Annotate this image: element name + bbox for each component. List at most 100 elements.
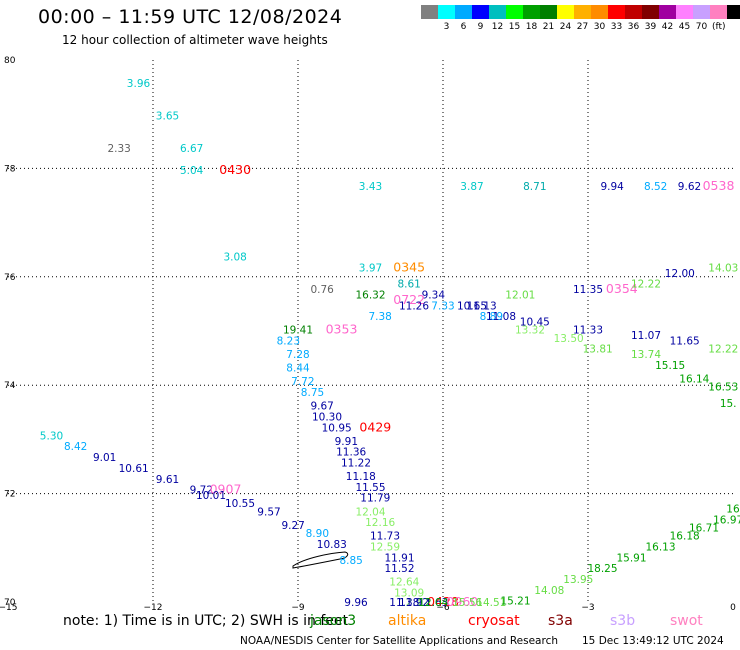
wave-height-label: 12.04 — [418, 597, 448, 609]
wave-height-label: 10.45 — [520, 317, 550, 329]
pass-time-label: 0907 — [210, 482, 242, 497]
wave-height-label: 9.34 — [422, 289, 446, 301]
wave-height-label: 9.91 — [335, 436, 358, 448]
coastline-island — [292, 551, 349, 569]
wave-height-label: 11.08 — [486, 311, 516, 323]
wave-height-label: 8.71 — [523, 181, 546, 193]
wave-height-label: 9.61 — [156, 474, 179, 486]
colorbar-unit: (ft) — [712, 22, 726, 32]
y-tick-label: 72 — [4, 490, 15, 500]
pass-time-label: 0960 — [446, 594, 478, 609]
wave-height-label: 13.74 — [631, 349, 661, 361]
wave-height-label: 9.57 — [257, 506, 280, 518]
wave-height-label: 9.27 — [281, 520, 304, 532]
x-tick-label: −15 — [0, 603, 18, 613]
satellite-legend-swot: swot — [670, 613, 703, 629]
pass-time-label: 0429 — [359, 419, 391, 434]
colorbar-label: 36 — [627, 22, 640, 32]
wave-height-label: 16.18 — [670, 531, 700, 543]
wave-height-label: 12.22 — [708, 344, 738, 356]
colorbar-label: 18 — [525, 22, 538, 32]
x-tick-label: −6 — [436, 603, 450, 613]
y-tick-label: 80 — [4, 56, 16, 66]
wave-height-label: 16.71 — [689, 523, 719, 535]
wave-height-label: 16.97 — [713, 514, 740, 526]
wave-height-label: 11.91 — [384, 552, 414, 564]
pass-time-label: 0345 — [393, 259, 425, 274]
wave-height-label: 16.13 — [645, 542, 675, 554]
colorbar-label: 6 — [460, 22, 467, 32]
wave-height-label: 11.22 — [341, 458, 371, 470]
wave-height-label: 3.08 — [223, 252, 246, 264]
wave-height-label: 15.21 — [500, 596, 530, 608]
colorbar-label: 3 — [443, 22, 450, 32]
wave-height-label: 11.63 — [418, 597, 448, 609]
wave-height-label: 6.67 — [180, 143, 203, 155]
wave-height-label: 12.01 — [505, 289, 535, 301]
wave-height-label: 13.81 — [583, 344, 613, 356]
wave-height-label: 7.38 — [368, 311, 391, 323]
wave-height-label: 3.87 — [460, 181, 483, 193]
wave-height-label: 10.95 — [322, 422, 352, 434]
wave-height-label: 16.7 — [726, 504, 740, 516]
wave-height-label: 9.96 — [344, 597, 368, 609]
map-subtitle: 12 hour collection of altimeter wave hei… — [62, 33, 328, 47]
wave-height-label: 11.65 — [670, 336, 700, 348]
wave-height-label: 16.32 — [355, 289, 385, 301]
wave-height-label: 8.52 — [644, 181, 667, 193]
wave-height-label: 5.30 — [40, 430, 63, 442]
wave-height-label: 0.76 — [310, 284, 334, 296]
wave-height-label: 16.53 — [708, 382, 738, 394]
wave-height-label: 10.30 — [312, 411, 342, 423]
wave-height-label: 9.01 — [93, 452, 116, 464]
wave-height-label: 13.09 — [394, 588, 424, 600]
wave-height-label: 14.03 — [708, 262, 738, 274]
x-tick-label: −9 — [291, 603, 305, 613]
colorbar-label: 30 — [593, 22, 606, 32]
generated-timestamp: 15 Dec 13:49:12 UTC 2024 — [582, 635, 724, 647]
wave-height-label: 19.41 — [283, 325, 313, 337]
satellite-legend-cryosat: cryosat — [468, 613, 520, 629]
y-tick-label: 78 — [4, 164, 16, 174]
x-tick-label: 0 — [730, 603, 736, 613]
wave-height-label: 12.16 — [365, 517, 395, 529]
notes-text: note: 1) Time is in UTC; 2) SWH is in fe… — [63, 613, 349, 629]
wave-height-label: 3.96 — [127, 78, 151, 90]
wave-height-label: 8.23 — [277, 336, 300, 348]
wave-height-label: 12.59 — [370, 542, 400, 554]
x-tick-label: −3 — [581, 603, 594, 613]
map-grid — [8, 60, 733, 602]
wave-height-label: 11.26 — [399, 300, 429, 312]
wave-height-label: 2.33 — [107, 143, 130, 155]
wave-height-label: 10.55 — [225, 498, 255, 510]
pass-time-label: 0353 — [326, 322, 358, 337]
wave-height-label: 3.65 — [156, 111, 179, 123]
colorbar-label: 12 — [491, 22, 504, 32]
wave-height-label: 10.65 — [457, 300, 487, 312]
wave-height-label: 8.42 — [64, 441, 87, 453]
pass-time-label: 0538 — [703, 178, 735, 193]
wave-height-label: 12.22 — [631, 279, 661, 291]
wave-height-label: 8.44 — [286, 363, 310, 375]
wave-height-label: 9.62 — [678, 181, 701, 193]
wave-height-label: 8.61 — [397, 279, 420, 291]
pass-time-label: 0430 — [219, 162, 251, 177]
wave-height-label: 13.95 — [563, 574, 593, 586]
wave-height-label: 8.75 — [301, 387, 324, 399]
altimeter-labels: 3.96 3.65 2.33 6.67 5.04 0430 3.43 3.87 8.71 9.94… — [40, 78, 740, 609]
y-tick-label: 70 — [4, 598, 16, 608]
pass-time-label: 0354 — [606, 281, 638, 296]
wave-height-label: 15.56 — [452, 597, 482, 609]
colorbar-label: 39 — [644, 22, 657, 32]
wave-height-label: 8.90 — [306, 528, 329, 540]
x-tick-label: −12 — [144, 603, 163, 613]
wave-height-label: 14.51 — [476, 597, 506, 609]
wave-height-label: 9.67 — [310, 401, 333, 413]
colorbar-label: 21 — [542, 22, 555, 32]
wave-height-label: 11.36 — [336, 447, 366, 459]
pass-time-label: 0722 — [393, 292, 425, 307]
wave-height-label: 13.50 — [554, 333, 584, 345]
wave-height-label: 11.18 — [346, 471, 376, 483]
wave-height-label: 7.33 — [431, 300, 454, 312]
